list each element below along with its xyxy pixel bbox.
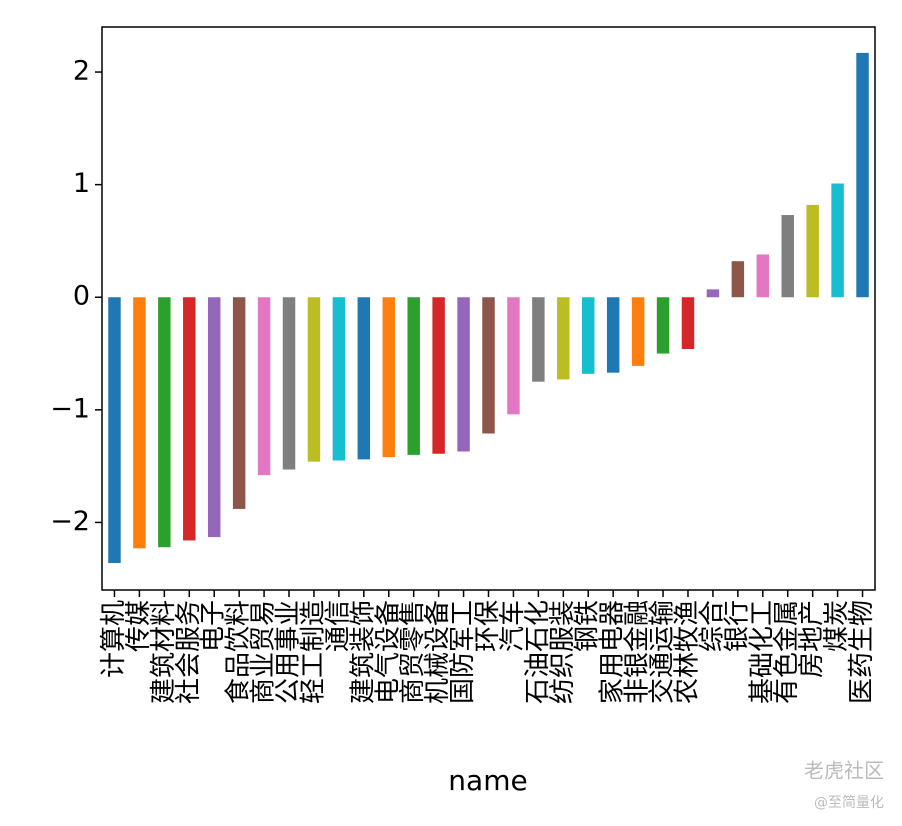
x-tick-label: 传媒 xyxy=(124,600,154,652)
bar xyxy=(557,297,570,380)
bar xyxy=(332,297,346,461)
x-tick-label: 钢铁 xyxy=(573,600,603,652)
plot-frame xyxy=(101,26,876,591)
bar xyxy=(856,52,869,298)
bar xyxy=(681,297,695,350)
x-tick-label: 建筑材料 xyxy=(149,600,179,704)
bar xyxy=(282,297,296,470)
x-tick-label: 非银金融 xyxy=(623,600,653,704)
watermark: @至简量化 xyxy=(814,794,884,811)
bar xyxy=(656,297,670,354)
x-tick-label: 石油石化 xyxy=(523,600,553,704)
x-tick-label: 计算机 xyxy=(99,600,129,678)
bar xyxy=(631,297,645,366)
x-tick-label: 食品饮料 xyxy=(224,600,254,704)
x-tick-label: 通信 xyxy=(323,600,353,652)
bar xyxy=(731,261,745,298)
y-tick-label: 1 xyxy=(73,168,90,199)
x-tick-label: 交通运输 xyxy=(648,600,678,704)
x-tick-label: 医药生物 xyxy=(847,600,877,704)
bar xyxy=(133,297,146,549)
bar xyxy=(606,297,620,373)
x-tick-label: 综合 xyxy=(697,600,727,652)
x-tick-label: 基础化工 xyxy=(747,600,777,704)
x-tick-label: 有色金属 xyxy=(772,600,802,704)
y-tick-label: 2 xyxy=(73,56,90,87)
bar xyxy=(407,297,420,455)
bar xyxy=(806,204,819,298)
bar xyxy=(357,297,371,460)
bar xyxy=(781,215,794,298)
bar xyxy=(432,297,445,454)
y-tick-label: −1 xyxy=(50,393,90,424)
x-tick-label: 公用事业 xyxy=(274,600,304,704)
x-axis-label: name xyxy=(448,764,527,797)
y-tick-label: 0 xyxy=(73,281,90,312)
x-tick-label: 轻工制造 xyxy=(298,600,328,704)
x-tick-label: 房地产 xyxy=(797,600,827,678)
bar xyxy=(232,297,246,509)
bar xyxy=(183,297,196,541)
y-tick-label: −2 xyxy=(50,506,90,537)
bar xyxy=(831,183,844,298)
bar xyxy=(756,254,770,298)
x-tick-label: 纺织服装 xyxy=(548,600,578,704)
bar xyxy=(382,297,395,458)
bar xyxy=(207,297,221,538)
x-tick-label: 农林牧渔 xyxy=(672,600,702,704)
x-tick-label: 电气设备 xyxy=(373,600,403,704)
x-tick-label: 电子 xyxy=(199,600,229,652)
x-tick-label: 商贸零售 xyxy=(398,600,428,704)
x-tick-label: 机械设备 xyxy=(423,600,453,704)
watermark: 老虎社区 xyxy=(804,759,884,783)
bar xyxy=(507,297,520,415)
x-tick-label: 银行 xyxy=(722,600,752,652)
x-tick-label: 煤炭 xyxy=(822,600,852,652)
x-tick-label: 环保 xyxy=(473,600,503,652)
bar xyxy=(307,297,321,462)
x-tick-label: 汽车 xyxy=(498,600,528,652)
bar xyxy=(706,289,720,298)
bar xyxy=(158,297,171,548)
bar xyxy=(582,297,595,374)
x-tick-label: 社会服务 xyxy=(174,600,204,704)
x-tick-label: 家用电器 xyxy=(598,600,628,704)
bar xyxy=(482,297,495,434)
bar xyxy=(532,297,545,382)
bar xyxy=(457,297,470,452)
x-tick-label: 国防军工 xyxy=(448,600,478,704)
x-tick-label: 建筑装饰 xyxy=(348,600,378,704)
bar xyxy=(257,297,271,476)
x-tick-label: 商业贸易 xyxy=(249,600,279,704)
bar xyxy=(108,297,121,563)
